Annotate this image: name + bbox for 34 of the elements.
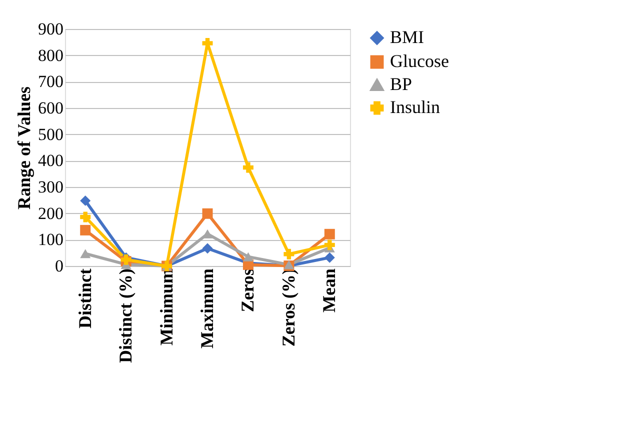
x-tick-label: Minimum (156, 268, 176, 346)
point (202, 243, 213, 254)
point (80, 212, 91, 222)
y-tick-label: 600 (38, 98, 64, 118)
point (202, 208, 213, 219)
x-tick-label: Zeros (238, 268, 258, 312)
point (80, 249, 91, 258)
point (80, 195, 91, 206)
x-tick-label: Maximum (197, 268, 217, 348)
y-tick-label: 900 (38, 20, 64, 38)
point (324, 240, 335, 250)
x-tick-label: Mean (319, 268, 340, 312)
y-tick-label: 300 (38, 178, 64, 196)
point (202, 38, 213, 48)
y-tick-label: 800 (38, 46, 64, 65)
legend-label: Insulin (390, 97, 440, 117)
y-tick-label: 500 (38, 124, 64, 144)
x-tick-label: Distinct (%) (116, 268, 136, 363)
legend-label: BMI (390, 27, 424, 47)
point (242, 252, 254, 262)
point (324, 228, 335, 240)
legend-label: BP (390, 74, 412, 94)
y-tick-label: 200 (38, 204, 64, 223)
y-tick-label: 400 (38, 151, 64, 170)
point (284, 248, 294, 260)
legend-label: Glucose (390, 51, 449, 71)
y-tick-label: 0 (55, 256, 64, 276)
point (80, 224, 91, 236)
y-axis-title: Range of Values (14, 86, 34, 210)
x-tick-label: Distinct (74, 268, 95, 328)
y-tick-label: 100 (38, 230, 64, 250)
y-tick-label: 700 (38, 72, 64, 92)
point (242, 162, 254, 173)
point (324, 252, 335, 263)
